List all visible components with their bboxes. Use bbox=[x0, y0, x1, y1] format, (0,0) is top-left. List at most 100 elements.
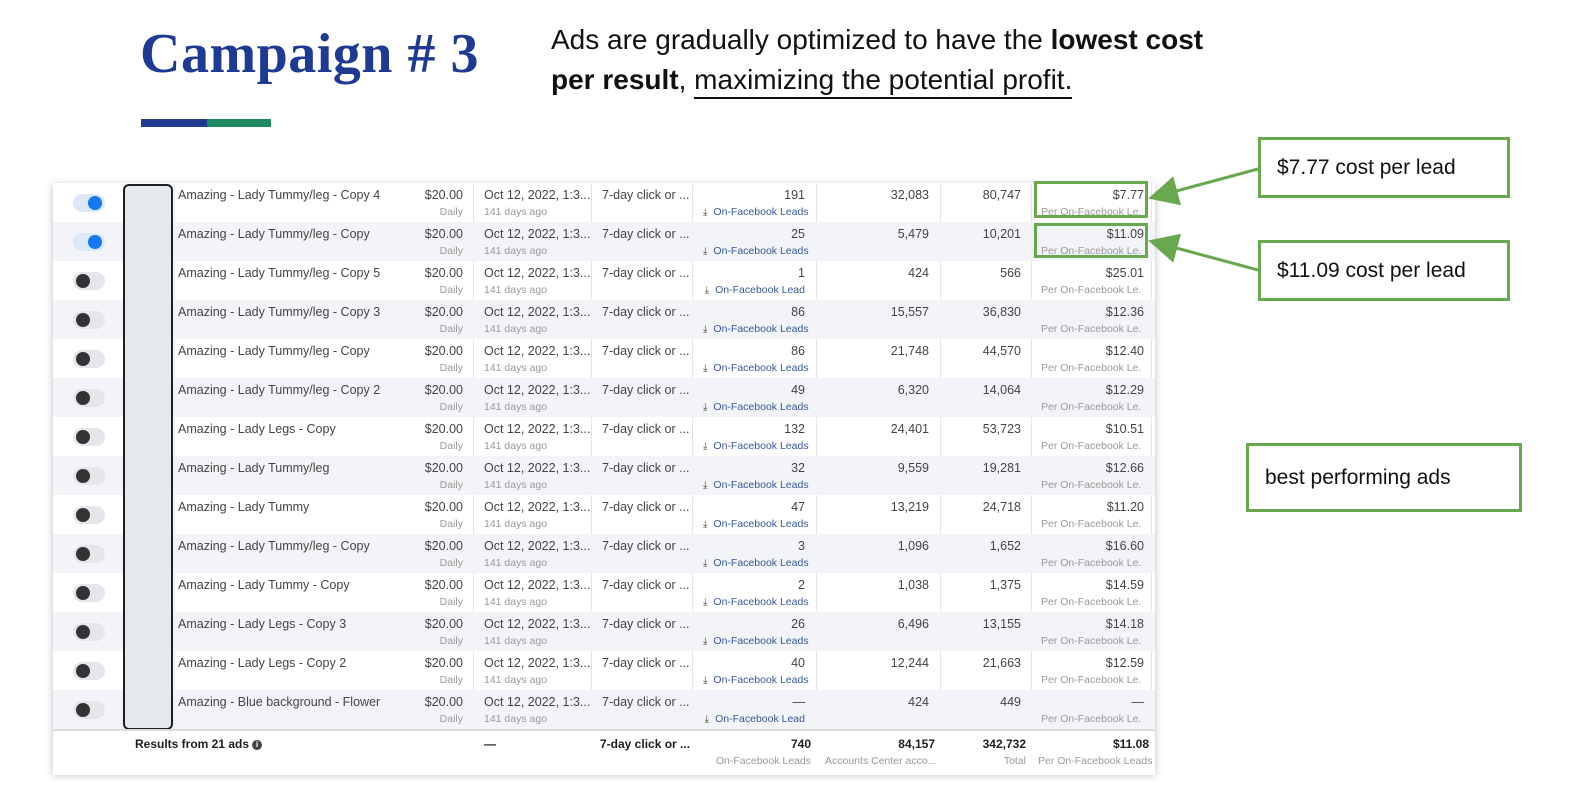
table-row[interactable]: Amazing - Blue background - Flower $20.00… bbox=[53, 690, 1155, 729]
table-row[interactable]: Amazing - Lady Legs - Copy 2 $20.00 Daily O… bbox=[53, 651, 1155, 690]
download-icon: ⤓ bbox=[703, 363, 708, 374]
table-row[interactable]: Amazing - Lady Tummy/leg - Copy $20.00 Dai… bbox=[53, 534, 1155, 573]
toggle-knob bbox=[76, 313, 90, 327]
ad-toggle-switch[interactable] bbox=[73, 194, 105, 212]
ad-results-type[interactable]: ⤓ On-Facebook Leads bbox=[703, 635, 809, 647]
ad-results-type[interactable]: ⤓ On-Facebook Leads bbox=[703, 518, 809, 530]
ad-results-type[interactable]: ⤓ On-Facebook Leads bbox=[703, 440, 809, 452]
ad-results: 40 bbox=[791, 656, 805, 670]
highlight-box-1 bbox=[1034, 181, 1148, 218]
ad-toggle-switch[interactable] bbox=[73, 701, 105, 719]
ad-results-type[interactable]: ⤓ On-Facebook Leads bbox=[703, 674, 809, 686]
ad-cost-per-result: $25.01 bbox=[1105, 266, 1144, 280]
ad-toggle-switch[interactable] bbox=[73, 545, 105, 563]
toggle-knob bbox=[76, 469, 90, 483]
download-icon: ⤓ bbox=[703, 597, 708, 608]
ad-cpr-label: Per On-Facebook Le... bbox=[1041, 713, 1141, 725]
ad-results-type[interactable]: ⤓ On-Facebook Lead bbox=[703, 284, 805, 296]
ad-results-type[interactable]: ⤓ On-Facebook Leads bbox=[703, 596, 809, 608]
ad-toggle-switch[interactable] bbox=[73, 623, 105, 641]
ad-impressions: 14,064 bbox=[982, 383, 1021, 397]
table-row[interactable]: Amazing - Lady Tummy/leg - Copy 2 $20.00 D… bbox=[53, 378, 1155, 417]
ad-results-type[interactable]: ⤓ On-Facebook Leads bbox=[703, 401, 809, 413]
ad-budget: $20.00 bbox=[424, 383, 463, 397]
table-row[interactable]: Amazing - Lady Tummy - Copy $20.00 Daily Oc… bbox=[53, 573, 1155, 612]
ad-results-type[interactable]: ⤓ On-Facebook Leads bbox=[703, 206, 809, 218]
ad-impressions: 80,747 bbox=[982, 188, 1021, 202]
footer-label: Results from 21 ads bbox=[135, 737, 250, 751]
ad-name[interactable]: Amazing - Lady Tummy/leg - Copy bbox=[178, 227, 370, 241]
ad-results-type[interactable]: ⤓ On-Facebook Leads bbox=[703, 245, 809, 257]
ad-results-type-label: On-Facebook Leads bbox=[713, 440, 809, 452]
table-row[interactable]: Amazing - Lady Tummy/leg - Copy $20.00 Dai… bbox=[53, 339, 1155, 378]
ad-name[interactable]: Amazing - Lady Tummy - Copy bbox=[178, 578, 350, 592]
toggle-knob bbox=[76, 352, 90, 366]
ad-name[interactable]: Amazing - Lady Tummy/leg - Copy 2 bbox=[178, 383, 381, 397]
table-row[interactable]: Amazing - Lady Tummy/leg - Copy 3 $20.00 D… bbox=[53, 300, 1155, 339]
ad-toggle-switch[interactable] bbox=[73, 584, 105, 602]
ad-cpr-label: Per On-Facebook Le... bbox=[1041, 635, 1141, 647]
table-row[interactable]: Amazing - Lady Tummy/leg - Copy 5 $20.00 D… bbox=[53, 261, 1155, 300]
redacted-thumbnail-column bbox=[123, 184, 173, 730]
ad-results-type[interactable]: ⤓ On-Facebook Leads bbox=[703, 362, 809, 374]
ad-name[interactable]: Amazing - Lady Legs - Copy 3 bbox=[178, 617, 347, 631]
table-row[interactable]: Amazing - Lady Legs - Copy 3 $20.00 Daily O… bbox=[53, 612, 1155, 651]
ad-attribution: 7-day click or ... bbox=[602, 578, 690, 592]
ad-budget: $20.00 bbox=[424, 266, 463, 280]
ad-name[interactable]: Amazing - Lady Tummy/leg - Copy bbox=[178, 344, 370, 358]
ad-results-type[interactable]: ⤓ On-Facebook Leads bbox=[703, 323, 809, 335]
ad-attribution: 7-day click or ... bbox=[602, 344, 690, 358]
ad-attribution: 7-day click or ... bbox=[602, 266, 690, 280]
ad-name[interactable]: Amazing - Blue background - Flower bbox=[178, 695, 381, 709]
ad-name[interactable]: Amazing - Lady Tummy/leg bbox=[178, 461, 330, 475]
ad-date-ago: 141 days ago bbox=[484, 245, 548, 257]
ad-attribution: 7-day click or ... bbox=[602, 539, 690, 553]
ad-results-type-label: On-Facebook Lead bbox=[715, 713, 805, 725]
ad-name[interactable]: Amazing - Lady Legs - Copy bbox=[178, 422, 336, 436]
ad-toggle-switch[interactable] bbox=[73, 311, 105, 329]
ad-results: 49 bbox=[791, 383, 805, 397]
ad-name[interactable]: Amazing - Lady Tummy bbox=[178, 500, 310, 514]
ad-results-type[interactable]: ⤓ On-Facebook Leads bbox=[703, 557, 809, 569]
ad-toggle-switch[interactable] bbox=[73, 233, 105, 251]
ad-name[interactable]: Amazing - Lady Legs - Copy 2 bbox=[178, 656, 347, 670]
ad-name[interactable]: Amazing - Lady Tummy/leg - Copy 4 bbox=[178, 188, 381, 202]
ad-toggle-switch[interactable] bbox=[73, 506, 105, 524]
download-icon: ⤓ bbox=[703, 675, 708, 686]
ad-toggle-switch[interactable] bbox=[73, 350, 105, 368]
table-footer: Results from 21 ads i — 7-day click or ..… bbox=[53, 729, 1155, 775]
ad-cost-per-result: $11.09 bbox=[1106, 227, 1144, 241]
toggle-knob bbox=[76, 274, 90, 288]
ad-results-type-label: On-Facebook Leads bbox=[713, 518, 809, 530]
ad-toggle-switch[interactable] bbox=[73, 272, 105, 290]
ad-attribution: 7-day click or ... bbox=[602, 305, 690, 319]
ad-budget-type: Daily bbox=[439, 518, 463, 530]
ad-budget-type: Daily bbox=[439, 557, 463, 569]
ad-toggle-switch[interactable] bbox=[73, 389, 105, 407]
ad-budget: $20.00 bbox=[424, 461, 463, 475]
download-icon: ⤓ bbox=[703, 636, 708, 647]
table-row[interactable]: Amazing - Lady Tummy/leg - Copy $20.00 Dai… bbox=[53, 222, 1155, 261]
title-underline-blue bbox=[141, 119, 207, 127]
table-row[interactable]: Amazing - Lady Tummy/leg - Copy 4 $20.00 D… bbox=[53, 183, 1155, 222]
ad-cost-per-result: $11.20 bbox=[1106, 500, 1144, 514]
ad-name[interactable]: Amazing - Lady Tummy/leg - Copy 3 bbox=[178, 305, 381, 319]
table-row[interactable]: Amazing - Lady Legs - Copy $20.00 Daily Oct… bbox=[53, 417, 1155, 456]
ad-toggle-switch[interactable] bbox=[73, 428, 105, 446]
ad-results-type[interactable]: ⤓ On-Facebook Lead bbox=[703, 713, 805, 725]
ad-toggle-switch[interactable] bbox=[73, 662, 105, 680]
ad-name[interactable]: Amazing - Lady Tummy/leg - Copy 5 bbox=[178, 266, 381, 280]
ad-name[interactable]: Amazing - Lady Tummy/leg - Copy bbox=[178, 539, 370, 553]
footer-attribution: 7-day click or ... bbox=[600, 737, 691, 751]
ad-budget-type: Daily bbox=[439, 245, 463, 257]
ad-results-type[interactable]: ⤓ On-Facebook Leads bbox=[703, 479, 809, 491]
table-row[interactable]: Amazing - Lady Tummy/leg $20.00 Daily Oct 1… bbox=[53, 456, 1155, 495]
ad-results-type-label: On-Facebook Leads bbox=[713, 401, 809, 413]
ad-reach: 1,038 bbox=[897, 578, 929, 592]
ad-toggle-switch[interactable] bbox=[73, 467, 105, 485]
ad-results-type-label: On-Facebook Leads bbox=[713, 596, 809, 608]
ad-results: 2 bbox=[798, 578, 805, 592]
toggle-knob bbox=[76, 430, 90, 444]
info-icon[interactable]: i bbox=[252, 739, 263, 750]
table-row[interactable]: Amazing - Lady Tummy $20.00 Daily Oct 12, 2… bbox=[53, 495, 1155, 534]
